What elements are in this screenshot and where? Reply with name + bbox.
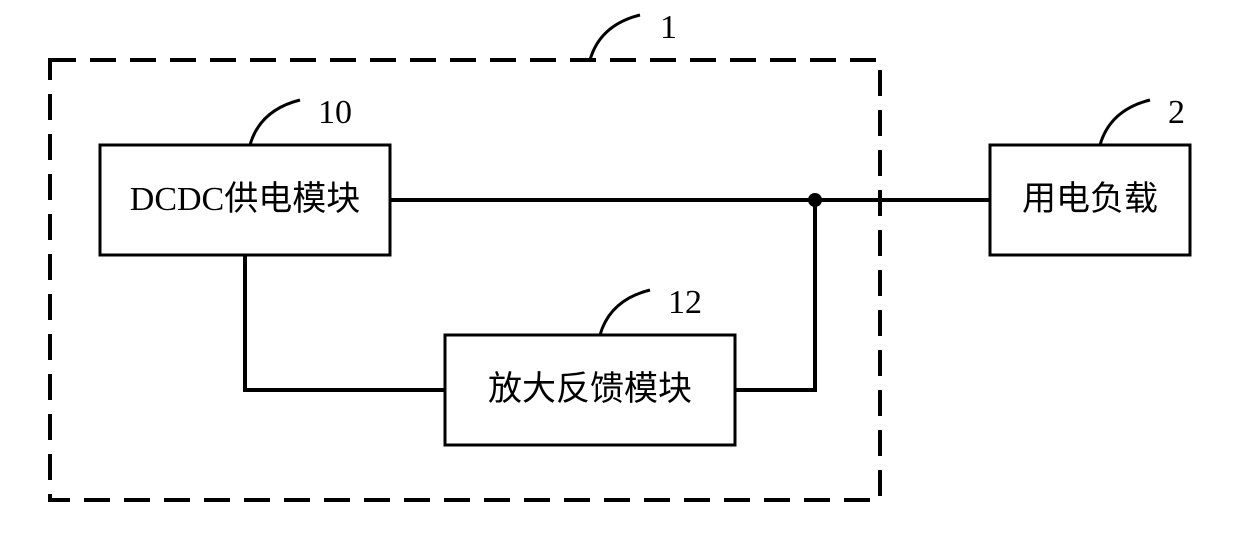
leader-load bbox=[1100, 100, 1150, 145]
node-label-dcdc: DCDC供电模块 bbox=[130, 180, 360, 218]
connector-feedback-out-to-junction bbox=[735, 200, 815, 390]
leader-container bbox=[590, 15, 640, 60]
connector-dcdc-to-feedback bbox=[245, 255, 445, 390]
ref-label-load: 2 bbox=[1168, 94, 1185, 131]
leader-dcdc bbox=[250, 100, 300, 145]
junction-dot bbox=[808, 193, 822, 207]
node-label-feedback: 放大反馈模块 bbox=[488, 370, 692, 408]
node-label-load: 用电负载 bbox=[1022, 180, 1158, 218]
leader-feedback bbox=[600, 290, 650, 335]
ref-label-dcdc: 10 bbox=[318, 94, 352, 131]
ref-label-container: 1 bbox=[660, 9, 677, 46]
ref-label-feedback: 12 bbox=[668, 284, 702, 321]
